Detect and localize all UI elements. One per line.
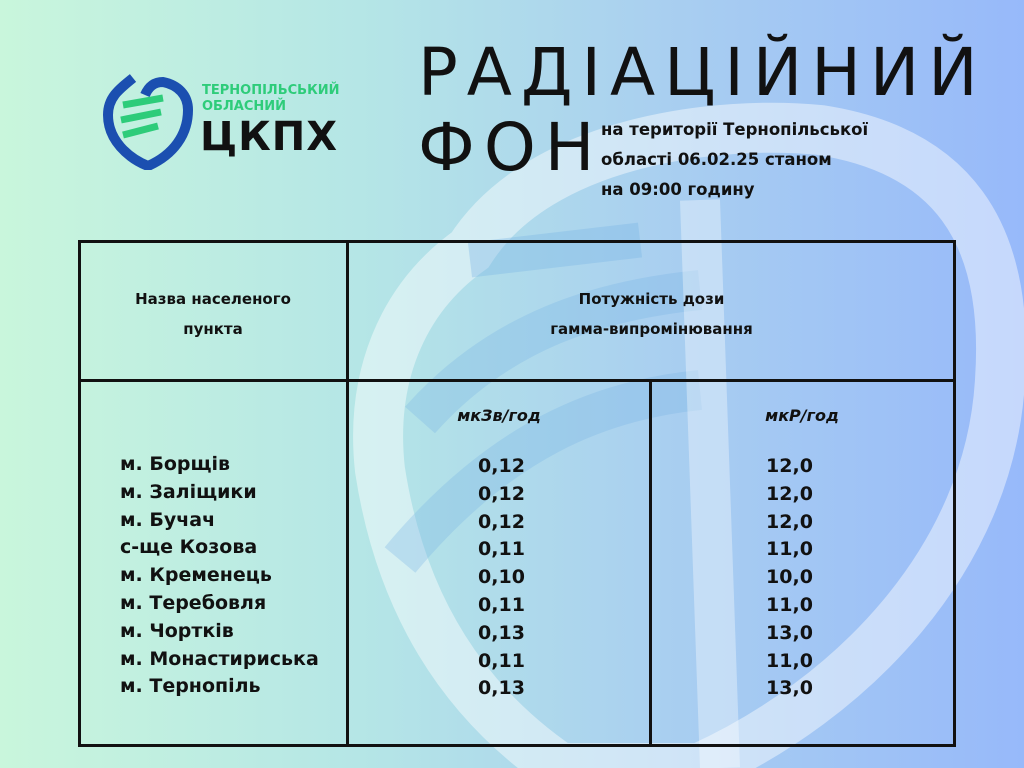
row-name: м. Чортків (120, 619, 234, 642)
subtitle-line: на території Тернопільської (601, 120, 869, 139)
row-usv: 0,12 (478, 455, 525, 477)
row-ur: 13,0 (766, 621, 813, 644)
row-ur: 11,0 (766, 593, 813, 616)
row-ur: 13,0 (766, 677, 813, 700)
row-usv: 0,13 (478, 621, 525, 644)
logo-line1: ТЕРНОПІЛЬСЬКИЙ (202, 83, 340, 98)
row-ur: 11,0 (766, 538, 813, 561)
usv-column: 0,12 0,12 0,12 0,11 0,10 0,11 0,13 0,11 0,13 (349, 453, 654, 703)
row-name: с-ще Козова (120, 536, 258, 559)
header-dose: Потужність дози гамма-випромінювання (349, 284, 954, 344)
header-text: пункта (183, 320, 243, 338)
row-name: м. Теребовля (120, 591, 267, 614)
row-name: м. Бучач (120, 508, 216, 531)
row-usv: 0,12 (478, 510, 525, 533)
header-text: Потужність дози (578, 290, 725, 308)
row-usv: 0,11 (478, 649, 525, 672)
names-column: м. Борщів м. Заліщики м. Бучач с-ще Козова м… (120, 451, 319, 701)
divider (649, 381, 652, 746)
row-ur: 12,0 (766, 455, 813, 477)
row-usv: 0,10 (478, 566, 525, 589)
logo-line2: ОБЛАСНИЙ (202, 99, 286, 114)
header-text: Назва населеного (135, 290, 291, 308)
title-line2: ФОН (418, 109, 604, 186)
logo-shield-icon (103, 74, 193, 170)
row-usv: 0,13 (478, 677, 525, 700)
unit-usv: мкЗв/год (457, 406, 541, 425)
row-ur: 11,0 (766, 649, 813, 672)
row-usv: 0,12 (478, 482, 525, 505)
subtitle-line: області 06.02.25 станом (601, 150, 832, 169)
header-name: Назва населеного пункта (80, 284, 346, 344)
header-text: гамма-випромінювання (550, 320, 753, 338)
divider (346, 242, 349, 746)
row-name: м. Заліщики (120, 480, 257, 503)
radiation-table (78, 240, 956, 747)
row-ur: 12,0 (766, 482, 813, 505)
divider (78, 379, 956, 382)
row-name: м. Тернопіль (120, 675, 261, 698)
row-ur: 10,0 (766, 566, 813, 589)
row-name: м. Кременець (120, 564, 272, 587)
subtitle: на території Тернопільської області 06.0… (601, 115, 868, 205)
row-usv: 0,11 (478, 538, 525, 561)
unit-ur: мкР/год (765, 406, 839, 425)
row-name: м. Борщів (120, 453, 231, 475)
row-usv: 0,11 (478, 593, 525, 616)
subtitle-line: на 09:00 годину (601, 180, 755, 199)
row-name: м. Монастириська (120, 647, 319, 670)
logo-name: ЦКПХ (200, 114, 339, 160)
row-ur: 12,0 (766, 510, 813, 533)
title-line1: РАДІАЦІЙНИЙ (418, 34, 987, 111)
ur-column: 12,0 12,0 12,0 11,0 10,0 11,0 13,0 11,0 13,0 (652, 453, 927, 703)
